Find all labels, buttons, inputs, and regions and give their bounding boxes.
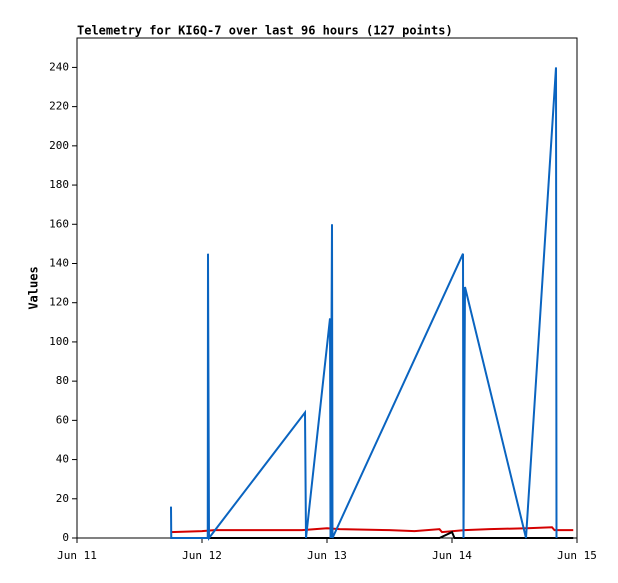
series-line: [170, 526, 574, 534]
series-line: [170, 530, 574, 539]
x-tick-label: Jun 15: [557, 549, 597, 562]
x-tick-label: Jun 13: [307, 549, 347, 562]
y-tick-label: 100: [49, 335, 69, 348]
y-tick-label: 40: [56, 453, 69, 466]
y-tick-label: 60: [56, 413, 69, 426]
y-tick-label: 20: [56, 492, 69, 505]
y-tick-label: 160: [49, 217, 69, 230]
y-tick-label: 240: [49, 60, 69, 73]
x-tick-label: Jun 14: [432, 549, 472, 562]
y-tick-label: 80: [56, 374, 69, 387]
y-axis-label: Values: [27, 266, 41, 309]
series-line: [170, 67, 558, 541]
y-tick-label: 220: [49, 100, 69, 113]
y-tick-label: 180: [49, 178, 69, 191]
y-tick-label: 120: [49, 296, 69, 309]
y-tick-label: 200: [49, 139, 69, 152]
x-tick-label: Jun 12: [182, 549, 222, 562]
y-tick-label: 140: [49, 256, 69, 269]
x-tick-label: Jun 11: [57, 549, 97, 562]
y-tick-label: 0: [62, 531, 69, 544]
chart-title: Telemetry for KI6Q-7 over last 96 hours …: [77, 24, 453, 38]
plot-frame: [76, 37, 578, 539]
